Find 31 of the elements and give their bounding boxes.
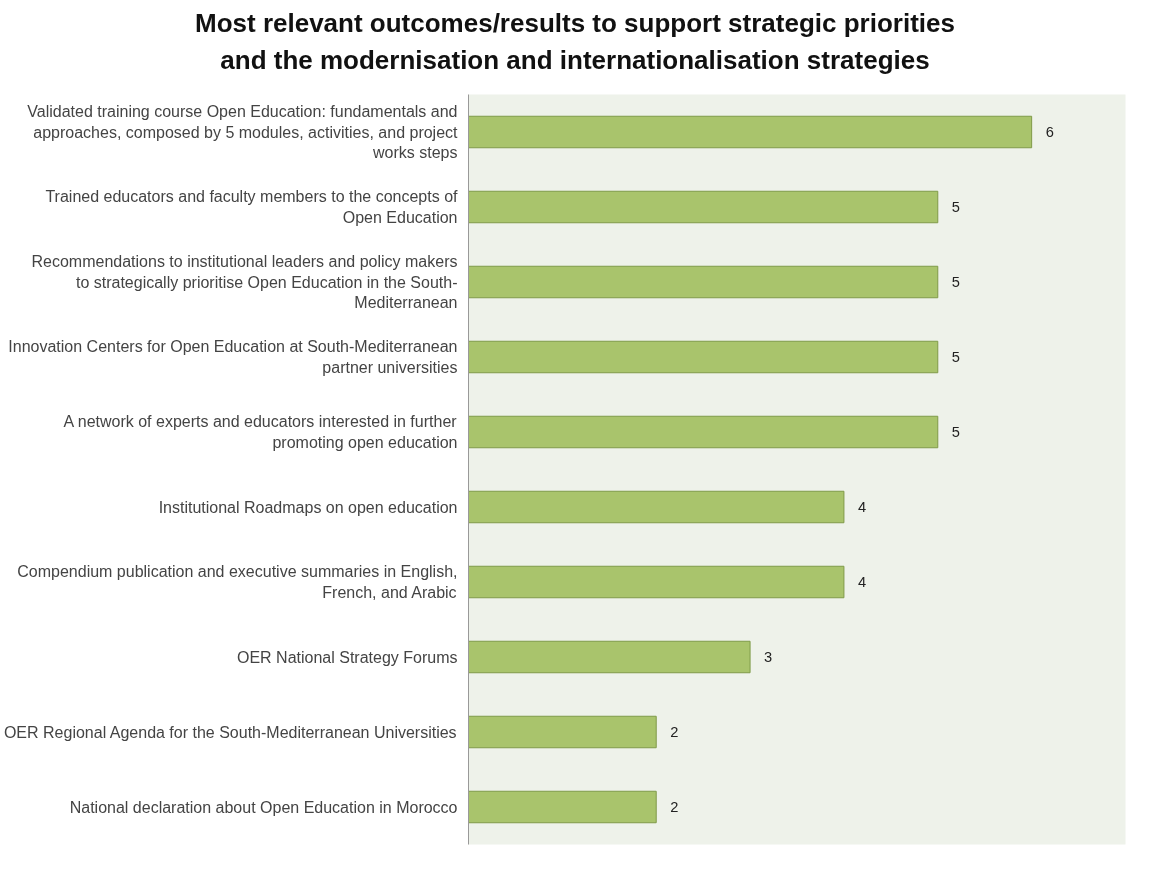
y-tick-label: Recommendations to institutional leaders and policy makers to strategically prioritise Open Education in the South-Mediterranean xyxy=(31,253,458,312)
bar xyxy=(468,566,845,599)
y-tick-label: OER National Strategy Forums xyxy=(236,648,458,666)
data-label: 3 xyxy=(764,649,773,666)
data-label: 2 xyxy=(670,724,679,741)
bar xyxy=(468,341,939,374)
data-label: 4 xyxy=(857,499,867,516)
data-label: 2 xyxy=(670,799,679,816)
y-tick-label: National declaration about Open Education in Morocco xyxy=(69,798,458,816)
bar xyxy=(468,641,751,674)
bar xyxy=(468,116,1033,149)
data-label: 5 xyxy=(951,349,960,366)
y-tick-label: Compendium publication and executive summaries in English, French, and Arabic xyxy=(17,563,458,601)
data-label: 5 xyxy=(951,274,960,291)
data-label: 5 xyxy=(951,424,960,441)
bar xyxy=(468,491,845,524)
data-label: 4 xyxy=(857,574,867,591)
bar xyxy=(468,266,939,299)
bar xyxy=(468,791,657,824)
bar xyxy=(468,416,939,449)
y-tick-label: Validated training course Open Education: fundamentals and approaches, composed by 5 modules, activities, and project works steps xyxy=(27,103,459,162)
bar xyxy=(468,716,657,749)
bar xyxy=(468,191,939,224)
y-tick-label: Institutional Roadmaps on open education xyxy=(158,498,458,516)
chart-title: Most relevant outcomes/results to support strategic priorities and the modernisation and internationalisation strategies xyxy=(195,7,955,78)
y-tick-label: Innovation Centers for Open Education at South-Mediterranean partner universities xyxy=(8,338,458,376)
data-label: 5 xyxy=(951,199,960,216)
data-label: 6 xyxy=(1045,124,1054,141)
y-tick-label: Trained educators and faculty members to the concepts of Open Education xyxy=(45,188,459,226)
y-tick-label: A network of experts and educators interested in further promoting open education xyxy=(63,413,458,451)
y-tick-label: OER Regional Agenda for the South-Mediterranean Universities xyxy=(3,723,457,741)
